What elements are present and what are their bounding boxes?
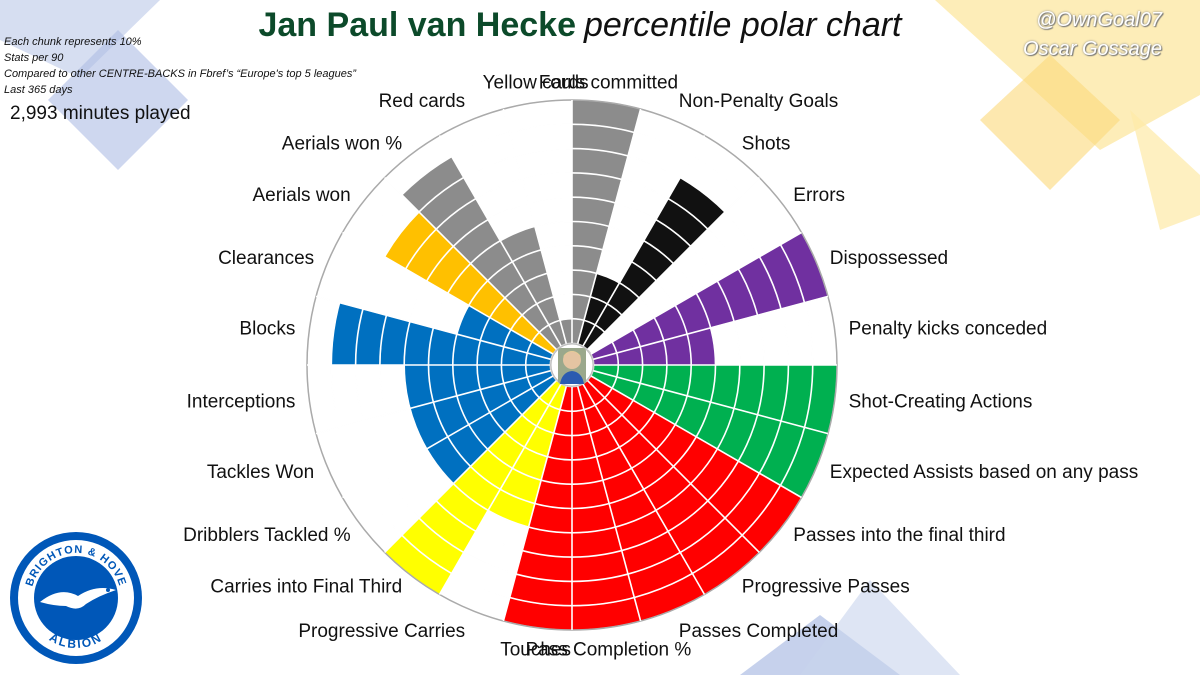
label-dispossessed: Dispossessed (830, 248, 948, 269)
label-tackles-won: Tackles Won (207, 462, 314, 483)
wedge-tackles-won (409, 370, 553, 449)
credit-handle: @OwnGoal07 (1036, 9, 1162, 31)
wedge-passes-into-the-final-third (587, 376, 802, 553)
label-blocks: Blocks (239, 319, 295, 340)
wedge-red-cards (500, 226, 567, 346)
wedge-pass-completion (572, 386, 641, 630)
wedge-shot-creating-actions (593, 365, 837, 434)
label-clearances: Clearances (218, 248, 314, 269)
player-name: Jan Paul van Hecke (258, 6, 576, 44)
wedge-passes-completed (577, 384, 705, 621)
badge-bottom-text: ALBION (47, 630, 105, 651)
label-shots: Shots (742, 134, 791, 155)
label-fouls-committed: Fouls committed (539, 72, 678, 93)
label-interceptions: Interceptions (187, 391, 296, 412)
credit-author: Oscar Gossage (1023, 38, 1162, 60)
wedge-clearances (456, 305, 553, 360)
chart-title: Jan Paul van Hecke percentile polar chart (0, 6, 1160, 45)
label-errors: Errors (793, 185, 845, 206)
label-yellow-cards: Yellow cards (483, 72, 589, 93)
label-pass-completion: Pass Completion % (526, 640, 692, 661)
label-progressive-carries: Progressive Carries (298, 621, 465, 642)
wedge-dispossessed (591, 232, 828, 360)
wedge-progressive-passes (583, 380, 760, 595)
label-touches: Touches (500, 640, 571, 661)
wedge-progressive-carries (488, 384, 567, 528)
wedge-interceptions (404, 365, 551, 409)
label-red-cards: Red cards (379, 91, 466, 112)
wedge-yellow-cards (560, 318, 572, 344)
label-dribblers-tackled: Dribblers Tackled % (183, 525, 351, 546)
wedge-touches (503, 386, 572, 630)
label-passes-into-the-final-third: Passes into the final third (793, 525, 1005, 546)
minutes-played: 2,993 minutes played (10, 103, 191, 124)
wedge-carries-into-final-third (384, 380, 561, 595)
note-line: Stats per 90 (4, 52, 64, 64)
chart-notes: Each chunk represents 10% Stats per 90 C… (4, 34, 356, 98)
club-badge: BRIGHTON & HOVE ALBION (10, 532, 142, 664)
note-line: Last 365 days (4, 84, 73, 96)
label-non-penalty-goals: Non-Penalty Goals (679, 91, 838, 112)
wedge-dribblers-tackled (426, 376, 557, 484)
label-expected-assists-based-on-any-pass: Expected Assists based on any pass (830, 462, 1138, 483)
chart-subtitle: percentile polar chart (584, 6, 902, 44)
wedge-non-penalty-goals (577, 273, 620, 346)
label-carries-into-final-third: Carries into Final Third (210, 576, 402, 597)
label-penalty-kicks-conceded: Penalty kicks conceded (849, 319, 1048, 340)
label-aerials-won: Aerials won % (282, 134, 402, 155)
note-line: Compared to other CENTRE-BACKS in Fbref’… (4, 68, 357, 80)
chart-wedges (331, 100, 837, 630)
label-passes-completed: Passes Completed (679, 621, 838, 642)
wedge-penalty-kicks-conceded (593, 327, 716, 365)
chart-grid (306, 99, 838, 631)
author-credit: @OwnGoal07 Oscar Gossage (1023, 6, 1162, 64)
wedge-shots (583, 177, 726, 350)
note-line: Each chunk represents 10% (4, 36, 142, 48)
wedge-aerials-won (384, 211, 557, 354)
wedge-expected-assists-based-on-any-pass (591, 370, 828, 498)
wedge-fouls-committed (572, 100, 641, 344)
label-progressive-passes: Progressive Passes (742, 576, 910, 597)
seagull-icon (40, 588, 116, 609)
label-aerials-won: Aerials won (252, 185, 350, 206)
label-shot-creating-actions: Shot-Creating Actions (849, 391, 1033, 412)
player-photo (550, 343, 594, 387)
